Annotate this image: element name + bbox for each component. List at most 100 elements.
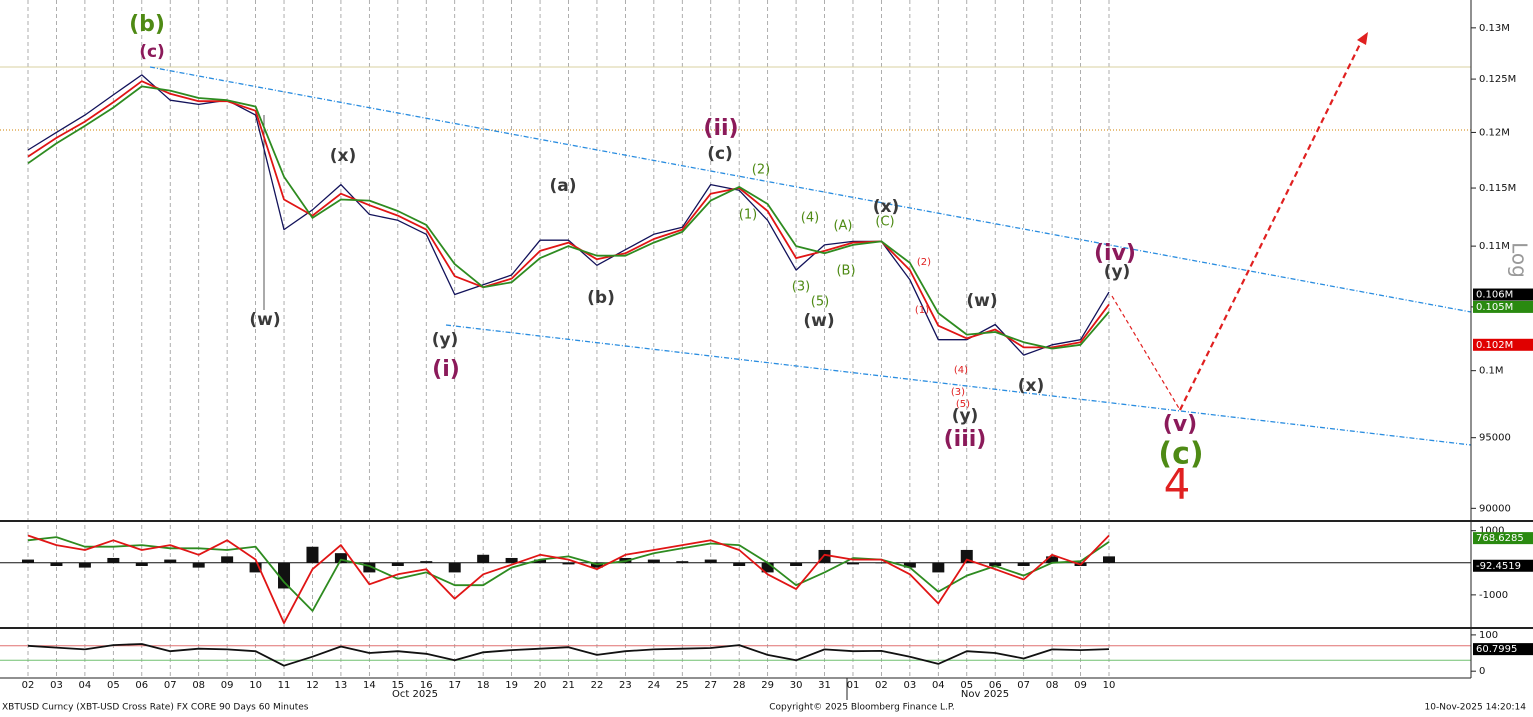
wave-label: (w)	[803, 311, 834, 331]
wave-label: (c)	[707, 144, 733, 164]
value-tag-label: 0.105M	[1476, 302, 1513, 313]
wave-label: (2)	[917, 257, 931, 268]
x-tick-label: 29	[761, 680, 774, 691]
x-tick-label: 18	[477, 680, 490, 691]
y-tick-label: 0.13M	[1479, 23, 1510, 34]
x-tick-label: 04	[932, 680, 945, 691]
wave-label: (v)	[1163, 412, 1197, 437]
histogram-bar	[164, 559, 177, 563]
x-tick-label: 09	[1074, 680, 1087, 691]
histogram-bar	[761, 562, 774, 573]
wave-label: (y)	[432, 330, 459, 350]
x-tick-label: 10	[1103, 680, 1116, 691]
x-tick-label: 06	[135, 680, 148, 691]
wave-label: (x)	[873, 197, 900, 217]
wave-labels: (b) (c) (x) (w) (y) (i) (a) (b) (ii) (c)…	[129, 12, 1204, 509]
wave-label: (A)	[833, 219, 852, 234]
histogram-bar	[50, 562, 63, 566]
wave-label: (2)	[752, 163, 770, 178]
wave-label: (4)	[954, 365, 968, 376]
x-tick-label: 25	[676, 680, 689, 691]
x-tick-label: 14	[363, 680, 376, 691]
x-tick-label: 03	[904, 680, 917, 691]
value-tag-label: 60.7995	[1476, 644, 1517, 655]
wave-label: (w)	[966, 291, 997, 311]
histogram-bar	[22, 559, 34, 563]
x-tick-label: 24	[647, 680, 660, 691]
series-line	[27, 534, 1110, 624]
month-label: Oct 2025	[392, 689, 438, 700]
x-tick-label: 01	[847, 680, 860, 691]
y-tick-label: 0	[1479, 666, 1485, 677]
histogram-bar	[989, 562, 1002, 566]
histogram-bar	[875, 562, 888, 564]
wave-label: (iii)	[944, 427, 987, 452]
wave-label: (1)	[915, 305, 929, 316]
x-tick-label: 04	[79, 680, 92, 691]
histogram-bar	[704, 559, 717, 563]
x-tick-label: 07	[164, 680, 177, 691]
projection-down	[1111, 295, 1181, 411]
histogram-bar	[676, 561, 689, 563]
y-tick-label: -1000	[1479, 590, 1508, 601]
histogram-bar	[960, 549, 973, 563]
wave-label: (i)	[432, 357, 460, 382]
y-tick-label: 0.11M	[1479, 241, 1510, 252]
x-tick-label: 23	[619, 680, 632, 691]
x-tick-label: 27	[704, 680, 717, 691]
y-tick-label: 0.12M	[1479, 127, 1510, 138]
histogram-bar	[1046, 556, 1059, 563]
wave-label: (4)	[801, 211, 819, 226]
x-tick-label: 21	[562, 680, 575, 691]
projection-up	[1179, 39, 1363, 411]
wave-label: (5)	[811, 295, 829, 310]
histogram-bar	[363, 562, 376, 573]
histogram-bar	[932, 562, 945, 573]
y-tick-label: 95000	[1479, 433, 1511, 444]
x-tick-label: 11	[278, 680, 291, 691]
x-tick-label: 10	[249, 680, 262, 691]
histogram-bar	[221, 556, 234, 563]
value-tag	[1473, 643, 1533, 656]
wave-label: (3)	[792, 280, 810, 295]
histogram-bar	[107, 557, 120, 563]
histogram-bar	[306, 546, 319, 563]
value-tag-label: 0.106M	[1476, 290, 1513, 301]
histogram-bar	[477, 554, 490, 563]
footer-center: Copyright© 2025 Bloomberg Finance L.P.	[769, 703, 954, 713]
histogram-bar	[78, 562, 91, 568]
x-tick-label: 08	[192, 680, 205, 691]
wave-label: (c)	[1158, 437, 1203, 472]
x-tick-label: 30	[790, 680, 803, 691]
wave-label: (iv)	[1094, 241, 1136, 266]
histogram-bar	[534, 559, 547, 563]
wave-label: (C)	[875, 215, 894, 230]
x-tick-label: 02	[22, 680, 35, 691]
wave-label: 4	[1164, 460, 1191, 509]
histogram-bar	[1103, 556, 1115, 563]
upper-channel	[149, 66, 1472, 313]
x-tick-label: 05	[960, 680, 973, 691]
histogram-bar	[420, 561, 433, 563]
histogram-bar	[846, 562, 859, 565]
histogram-bar	[1017, 562, 1030, 566]
series-line	[27, 643, 1110, 667]
histogram-bar	[903, 562, 916, 568]
wave-label: (b)	[587, 288, 615, 308]
wave-label: (y)	[952, 406, 979, 426]
wave-label: (x)	[330, 146, 357, 166]
value-tag	[1473, 338, 1533, 351]
value-tag-label: -92.4519	[1476, 561, 1521, 572]
x-tick-label: 06	[989, 680, 1002, 691]
y-tick-label: 0.1M	[1479, 366, 1504, 377]
histogram-bar	[135, 562, 148, 566]
wave-label: (x)	[1018, 376, 1045, 396]
x-tick-label: 22	[591, 680, 604, 691]
histogram-bar	[790, 562, 803, 566]
y-tick-label: 0.125M	[1479, 74, 1516, 85]
value-tag-label: 0.102M	[1476, 340, 1513, 351]
histogram-bar	[249, 562, 262, 573]
footer-right: 10-Nov-2025 14:20:14	[1425, 703, 1527, 713]
